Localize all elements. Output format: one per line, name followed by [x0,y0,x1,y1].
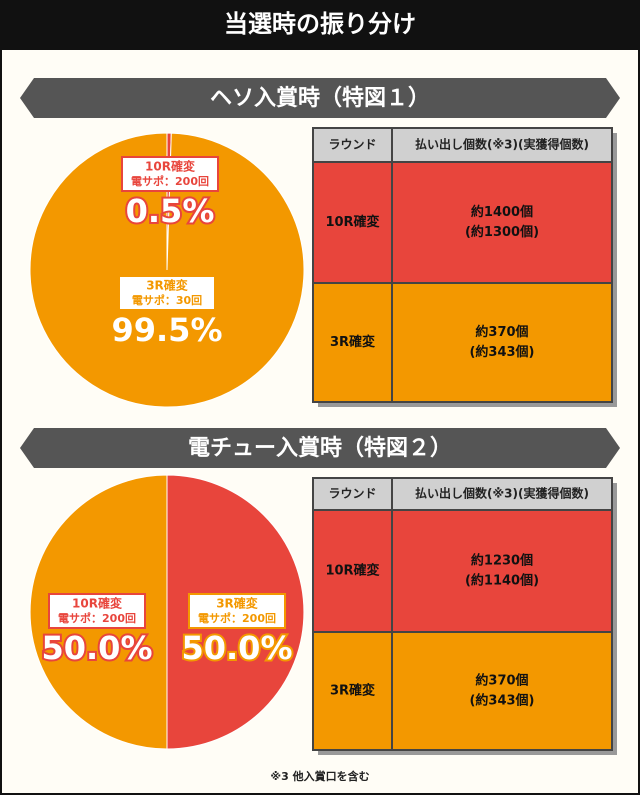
section-title: ヘソ入賞時（特図１） [210,85,430,111]
slice-support: 電サポ：200回 [198,611,276,625]
payout-cell: 約1230個 [471,553,533,569]
slice-category: 10R確変 [145,159,196,174]
slice-category: 3R確変 [146,278,189,293]
value-label: 0.5% [126,192,215,230]
table-cell [391,631,613,751]
round-cell: 10R確変 [325,214,379,230]
table-header-cell: ラウンド [328,487,376,501]
payout-cell: 約1400個 [471,204,533,220]
table-header [312,477,613,511]
slice-support: 電サポ：30回 [132,293,202,307]
actual-cell: (約343個) [469,693,534,709]
value-label: 50.0% [41,629,152,667]
title-bar [0,0,640,50]
table-header-cell: 払い出し個数(※3)(実獲得個数) [415,137,589,152]
actual-cell: (約1140個) [465,573,539,589]
table-cell [312,631,393,751]
table-cell [391,282,613,403]
banner [20,78,620,118]
section-title: 電チュー入賞時（特図２） [188,435,452,461]
table-header [312,127,613,163]
round-cell: 3R確変 [330,334,375,350]
slice-support: 電サポ：200回 [58,611,136,625]
label-box [48,593,146,629]
round-cell: 3R確変 [330,683,375,699]
label-box [188,593,286,629]
pie-slice [29,132,305,408]
actual-cell: (約343個) [469,344,534,360]
table-cell [312,509,393,633]
table-header-cell: 払い出し個数(※3)(実獲得個数) [415,486,589,501]
slice-category: 3R確変 [216,596,259,611]
round-cell: 10R確変 [325,563,379,579]
payout-cell: 約370個 [475,673,528,689]
footnote: ※3 他入賞口を含む [270,769,369,783]
value-label: 99.5% [111,311,222,349]
actual-cell: (約1300個) [465,224,539,240]
slice-category: 10R確変 [72,596,123,611]
table-cell [391,509,613,633]
table-header-cell: ラウンド [328,138,376,152]
payout-cell: 約370個 [475,324,528,340]
label-box [121,156,219,192]
page-title: 当選時の振り分け [224,10,416,38]
table-cell [391,161,613,284]
slice-support: 電サポ：200回 [131,174,209,188]
label-box [118,275,216,311]
banner [20,428,620,468]
value-label: 50.0% [181,629,292,667]
table-cell [312,161,393,284]
